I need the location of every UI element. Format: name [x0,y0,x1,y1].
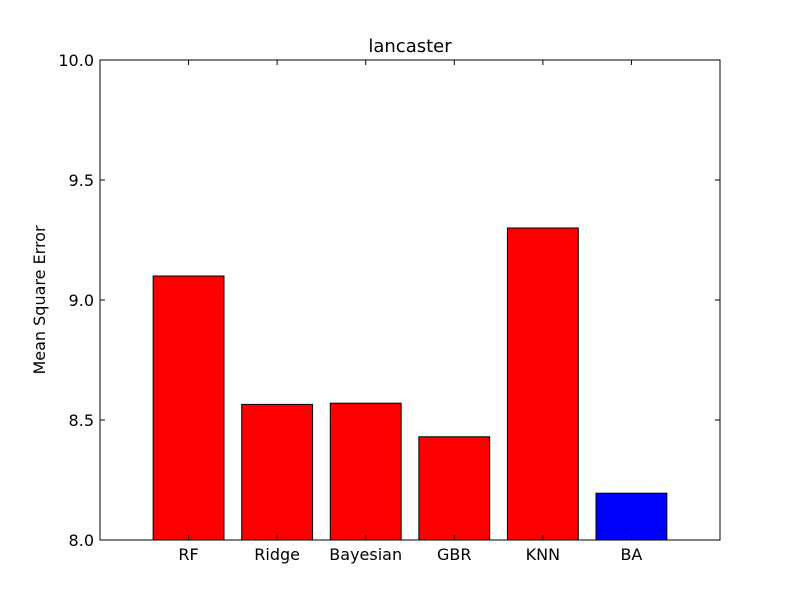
y-ticks-group: 8.0 8.5 9.0 9.5 10.0 [58,51,720,550]
y-axis-label: Mean Square Error [30,225,49,375]
y-tick-label: 8.0 [69,531,94,550]
bar-knn [506,227,579,541]
bar-gbr [418,436,491,541]
bar-ridge [241,403,314,541]
y-tick-label: 8.5 [69,411,94,430]
bars-group [152,227,668,541]
y-tick-label: 9.5 [69,171,94,190]
x-ticks-group: RF Ridge Bayesian GBR KNN BA [178,60,642,564]
x-tick-label-rf: RF [178,545,198,564]
x-tick-label-knn: KNN [526,545,560,564]
x-tick-label-bayesian: Bayesian [329,545,402,564]
bar-bayesian [329,402,402,541]
x-tick-label-ridge: Ridge [254,545,300,564]
x-tick-label-ba: BA [620,545,642,564]
y-tick-label: 10.0 [58,51,94,70]
bar-rf [152,275,225,541]
y-tick-label: 9.0 [69,291,94,310]
chart-title: lancaster [368,36,452,57]
bar-ba [595,492,668,541]
plot-area-frame [99,59,721,541]
x-tick-label-gbr: GBR [437,545,472,564]
